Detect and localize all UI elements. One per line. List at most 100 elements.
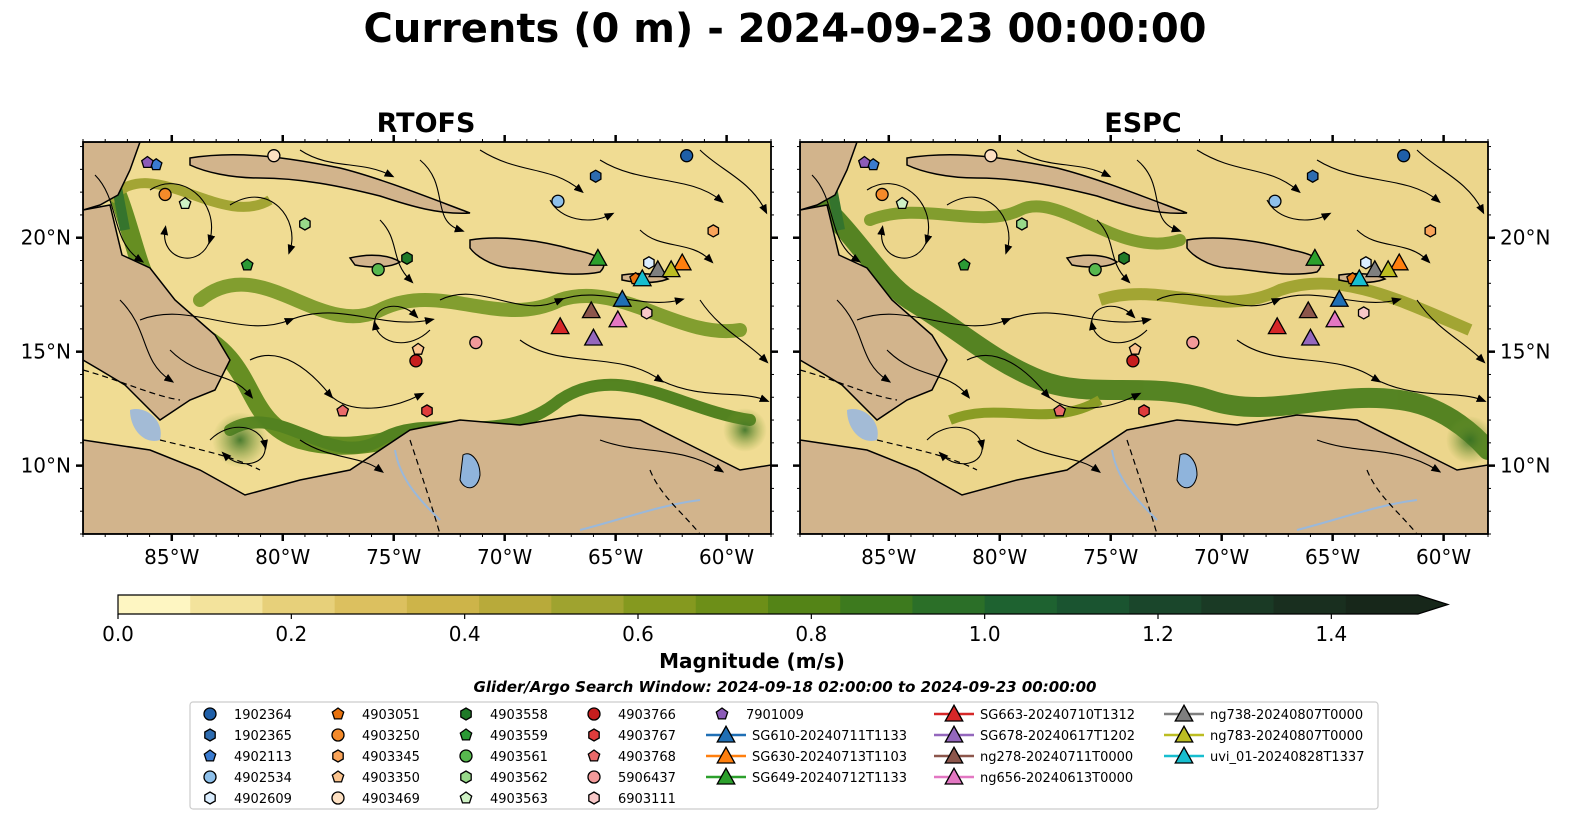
legend: 1902364 1902365 4902113 4902534 4902609 49030…: [203, 703, 1364, 807]
legend-marker: [203, 770, 217, 784]
y-tick-label: 20°N: [21, 226, 71, 250]
streamline: [379, 219, 414, 284]
observation-marker: [336, 404, 350, 417]
observation-marker: [581, 300, 602, 319]
rivers: [394, 449, 701, 531]
streamline: [926, 426, 985, 465]
observation-marker: [1360, 256, 1372, 270]
observation-marker: [707, 224, 720, 238]
observation-marker: [550, 316, 571, 335]
espc-frame: [799, 141, 1489, 535]
legend-marker: [331, 770, 345, 783]
x-tick-label: 60°W: [699, 545, 754, 569]
observation-marker: [588, 248, 608, 266]
colorbar-segment: [1056, 595, 1130, 614]
x-tick-label: 80°W: [972, 545, 1027, 569]
observation-marker: [680, 149, 694, 163]
observation-marker: [1298, 300, 1319, 319]
observation-marker: [409, 354, 423, 368]
legend-marker: [1174, 703, 1194, 722]
observation-marker: [1128, 342, 1142, 355]
observation-marker: [401, 251, 413, 265]
legend-label: 4903051: [362, 708, 420, 723]
colorbar-tick-label: 1.0: [969, 622, 1001, 646]
streamline: [946, 196, 1013, 255]
legend-label: 4903561: [490, 750, 548, 765]
legend-label: 4903469: [362, 792, 420, 807]
rtofs-axes: 85°W 80°W 75°W 70°W 65°W 60°W 20°N 15°N 10°N: [21, 135, 778, 569]
observation-marker: [647, 259, 668, 278]
streamline: [1316, 439, 1442, 473]
legend-marker: [588, 728, 600, 742]
legend-label: 4903768: [618, 750, 676, 765]
legend-label: 4903563: [490, 792, 548, 807]
streamline: [699, 299, 769, 364]
land-jamaica: [1065, 254, 1119, 268]
observation-marker: [551, 194, 565, 208]
colorbar-segment: [1345, 595, 1419, 614]
legend-box: [189, 701, 1379, 810]
lake-maracaibo: [459, 453, 481, 489]
legend-label: 4903562: [490, 771, 548, 786]
streamline: [599, 439, 725, 473]
legend-marker: [715, 707, 729, 720]
legend-marker: [587, 707, 601, 721]
legend-marker: [944, 724, 964, 743]
observation-marker: [589, 169, 602, 183]
legend-marker: [459, 728, 473, 741]
legend-marker: [459, 749, 473, 763]
observation-marker: [612, 289, 633, 307]
observation-marker: [158, 187, 172, 202]
land-cuba: [189, 154, 471, 215]
rtofs-markers: [140, 149, 720, 418]
legend-label: 4902113: [234, 750, 292, 765]
legend-label: SG630-20240713T1103: [752, 750, 907, 765]
colorbar-label: Magnitude (m/s): [659, 649, 845, 673]
land-hispaniola: [1186, 237, 1322, 275]
streamline: [639, 229, 714, 264]
observation-marker: [608, 309, 628, 328]
legend-marker: [203, 749, 217, 762]
rtofs-panel-title: RTOFS: [377, 108, 476, 139]
observation-marker: [957, 258, 971, 271]
colorbar-segment: [623, 595, 697, 614]
search-window-label: Glider/Argo Search Window: 2024-09-18 02…: [474, 678, 1097, 696]
x-tick-label: 75°W: [366, 545, 421, 569]
observation-marker: [178, 196, 192, 210]
legend-label: 1902364: [234, 708, 292, 723]
streamline: [1089, 305, 1148, 344]
observation-marker: [1378, 259, 1398, 278]
streamline: [519, 339, 770, 402]
streamline: [229, 196, 296, 255]
colorbar-segment: [1129, 595, 1202, 614]
rtofs-frame: [82, 141, 772, 535]
observation-marker: [421, 404, 433, 418]
legend-label: 4903250: [362, 729, 420, 744]
legend-marker: [944, 745, 964, 764]
colorbar-segment: [1201, 595, 1275, 614]
observation-marker: [672, 252, 693, 271]
streamline: [1416, 299, 1486, 364]
streamlines: [811, 149, 1487, 473]
legend-label: SG610-20240711T1133: [752, 729, 907, 744]
legend-marker: [331, 791, 345, 805]
borders: [800, 369, 1418, 534]
streamline: [119, 299, 175, 383]
streamline: [1156, 293, 1402, 307]
legend-marker: [944, 703, 964, 722]
observation-marker: [1088, 262, 1102, 277]
colorbar-tick-label: 0.2: [275, 622, 307, 646]
legend-marker: [204, 791, 216, 805]
y-tick-label: 10°N: [21, 454, 71, 478]
legend-label: 4903766: [618, 708, 676, 723]
observation-marker: [1357, 306, 1370, 320]
legend-label: SG678-20240617T1202: [980, 729, 1135, 744]
x-tick-label: 60°W: [1416, 545, 1471, 569]
legend-label: 7901009: [746, 708, 804, 723]
observation-marker: [1329, 289, 1350, 307]
rivers: [1111, 449, 1418, 531]
observation-marker: [1267, 316, 1288, 335]
streamline: [699, 149, 768, 215]
espc-panel-title: ESPC: [1104, 108, 1182, 139]
observation-marker: [1268, 194, 1282, 208]
